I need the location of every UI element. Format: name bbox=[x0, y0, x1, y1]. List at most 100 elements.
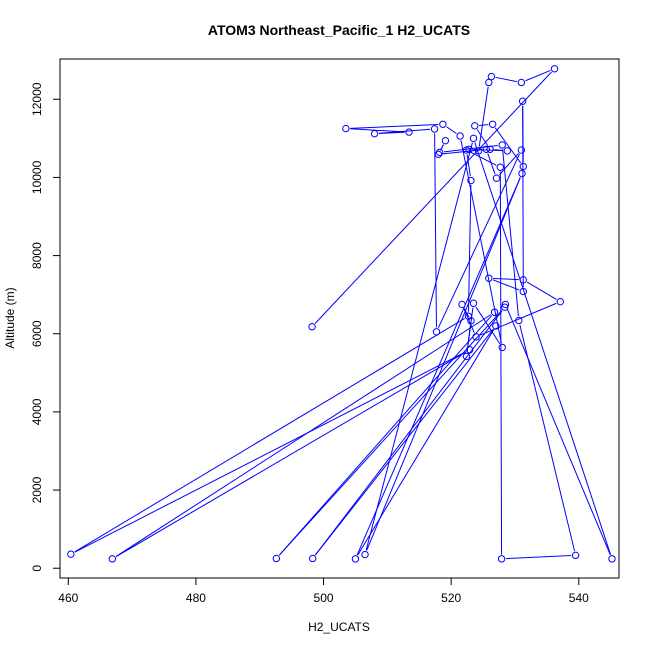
series-segment bbox=[499, 171, 503, 555]
x-tick-label: 540 bbox=[569, 591, 589, 605]
series-segment bbox=[492, 279, 520, 291]
series-segment bbox=[115, 351, 467, 558]
data-point bbox=[469, 299, 478, 307]
series-segment bbox=[315, 329, 494, 556]
data-point bbox=[503, 147, 512, 155]
series-segment bbox=[441, 144, 444, 149]
chart-title: ATOM3 Northeast_Pacific_1 H2_UCATS bbox=[208, 22, 470, 38]
series-segment bbox=[463, 308, 475, 334]
data-point bbox=[498, 141, 506, 149]
series-segment bbox=[466, 154, 471, 177]
data-point bbox=[550, 65, 559, 73]
y-tick-label: 4000 bbox=[30, 398, 44, 425]
data-point bbox=[462, 352, 471, 361]
series-segment bbox=[470, 151, 497, 166]
series-layer bbox=[67, 65, 616, 563]
series-segment bbox=[115, 314, 492, 557]
series-segment bbox=[350, 123, 439, 129]
series-segment bbox=[476, 129, 489, 146]
y-tick-label: 8000 bbox=[30, 242, 44, 269]
series-segment bbox=[495, 76, 518, 83]
data-point bbox=[498, 343, 506, 352]
x-tick-label: 500 bbox=[314, 591, 334, 605]
series-segment bbox=[466, 307, 474, 353]
y-axis: 0 2000 4000 6000 8000 10000 12000 bbox=[30, 82, 61, 572]
data-point bbox=[515, 316, 523, 325]
series-segment bbox=[378, 128, 431, 134]
data-point bbox=[501, 303, 509, 311]
data-point bbox=[108, 555, 117, 563]
data-point bbox=[519, 276, 527, 284]
data-point bbox=[441, 136, 450, 145]
series-segment bbox=[494, 127, 522, 164]
data-point bbox=[492, 174, 501, 182]
x-tick-label: 520 bbox=[441, 591, 461, 605]
series-segment bbox=[434, 133, 437, 328]
data-point bbox=[462, 146, 471, 154]
y-tick-label: 0 bbox=[30, 565, 44, 572]
series-segment bbox=[278, 315, 493, 556]
data-point bbox=[430, 125, 439, 133]
data-point bbox=[370, 129, 379, 138]
data-point bbox=[351, 555, 360, 563]
data-point bbox=[435, 148, 444, 157]
data-point bbox=[501, 300, 510, 309]
series-segment bbox=[519, 324, 576, 552]
data-point bbox=[458, 300, 466, 309]
y-tick-label: 12000 bbox=[30, 82, 44, 116]
data-point bbox=[517, 78, 526, 87]
x-axis-title: H2_UCATS bbox=[308, 620, 370, 634]
data-point bbox=[272, 554, 281, 563]
data-point bbox=[456, 132, 464, 140]
data-point bbox=[485, 274, 493, 282]
series-segment bbox=[502, 149, 519, 317]
series-segment bbox=[499, 153, 519, 176]
data-point bbox=[556, 297, 564, 306]
data-point bbox=[486, 145, 494, 153]
series-segment bbox=[487, 153, 496, 175]
series-segment bbox=[506, 308, 611, 555]
data-point bbox=[471, 122, 479, 130]
data-point bbox=[474, 147, 483, 155]
series-segment bbox=[463, 308, 470, 318]
data-point bbox=[608, 555, 616, 563]
series-segment bbox=[494, 149, 503, 151]
data-point bbox=[517, 146, 526, 154]
data-point bbox=[434, 150, 443, 159]
data-point bbox=[571, 551, 580, 560]
series-segment bbox=[314, 71, 552, 324]
series-segment bbox=[479, 124, 489, 126]
data-point bbox=[67, 550, 75, 558]
data-point bbox=[497, 555, 506, 563]
y-tick-label: 10000 bbox=[30, 160, 44, 194]
data-point bbox=[465, 346, 474, 354]
data-point bbox=[518, 169, 526, 178]
y-tick-label: 2000 bbox=[30, 476, 44, 503]
data-point bbox=[361, 550, 369, 559]
series-segment bbox=[74, 317, 465, 553]
series-segment bbox=[474, 142, 612, 555]
x-tick-label: 460 bbox=[58, 591, 78, 605]
data-point bbox=[472, 333, 480, 341]
data-point bbox=[405, 128, 413, 136]
y-tick-label: 6000 bbox=[30, 320, 44, 347]
series-segment bbox=[74, 351, 466, 553]
series-segment bbox=[366, 177, 521, 551]
series-segment bbox=[505, 555, 572, 560]
data-point bbox=[308, 554, 317, 563]
x-tick-label: 480 bbox=[186, 591, 206, 605]
series-segment bbox=[365, 142, 473, 551]
data-point bbox=[488, 120, 497, 128]
series-segment bbox=[478, 86, 489, 147]
data-point bbox=[432, 328, 441, 336]
plot-frame bbox=[59, 58, 620, 579]
data-point bbox=[482, 145, 490, 153]
data-point bbox=[485, 78, 493, 87]
series-segment bbox=[314, 310, 503, 556]
series-segment bbox=[526, 281, 557, 300]
data-point bbox=[439, 120, 447, 128]
data-point bbox=[467, 176, 475, 185]
data-point bbox=[518, 97, 527, 105]
data-point bbox=[519, 287, 527, 296]
